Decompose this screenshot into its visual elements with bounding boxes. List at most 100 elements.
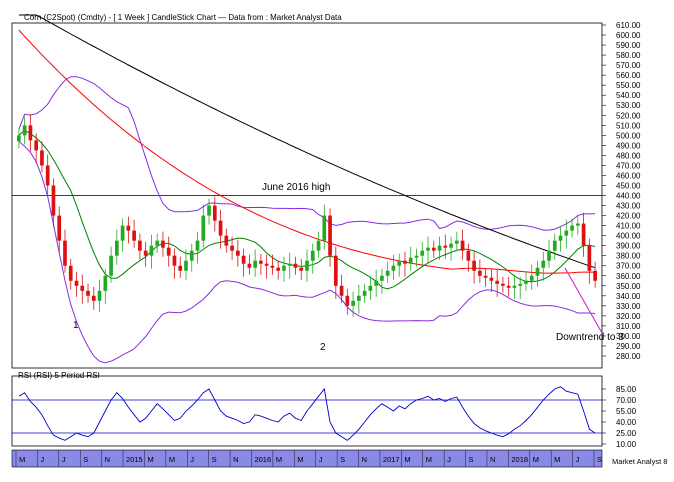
candle-body: [28, 125, 33, 141]
candle-body: [264, 263, 269, 266]
y-tick-label: 380.00: [616, 252, 641, 261]
x-tick-label: N: [233, 455, 238, 464]
rsi-line: [18, 386, 596, 441]
x-tick-label: S: [212, 455, 217, 464]
candle-body: [351, 300, 355, 306]
x-tick-label: S: [469, 455, 474, 464]
y-tick-label: 560.00: [616, 71, 641, 80]
x-tick-label: N: [362, 455, 367, 464]
candle-body: [138, 240, 142, 251]
x-tick-label: J: [576, 455, 580, 464]
bollinger-upper-band: [18, 76, 596, 231]
candle-body: [143, 250, 148, 256]
x-tick-label: S: [597, 455, 602, 464]
candle-body: [380, 275, 384, 281]
candle-body: [403, 260, 407, 264]
rsi-tick-label: 10.00: [616, 440, 637, 449]
rsi-tick-label: 25.00: [616, 429, 637, 438]
candle-body: [201, 215, 206, 241]
candle-body: [483, 275, 488, 278]
candle-body: [218, 220, 223, 236]
annotation-downtrend-to-3: Downtrend to 3: [556, 332, 624, 343]
candle-body: [454, 240, 459, 244]
candle-body: [247, 263, 252, 268]
candle-body: [91, 295, 96, 301]
y-tick-label: 550.00: [616, 81, 641, 90]
x-tick-label: 2015: [126, 455, 143, 464]
x-tick-label: M: [276, 455, 282, 464]
candle-body: [132, 230, 136, 241]
x-tick-label: M: [554, 455, 560, 464]
moving-average-long: [18, 14, 596, 269]
candle-body: [155, 240, 160, 246]
annotation-wave-1: 1: [73, 320, 79, 331]
candle-body: [293, 263, 298, 268]
rsi-tick-label: 55.00: [616, 407, 637, 416]
candle-body: [558, 235, 563, 241]
candle-body: [385, 270, 390, 276]
candle-body: [501, 283, 505, 286]
candle-body: [587, 245, 592, 271]
candle-body: [437, 245, 442, 251]
y-tick-label: 580.00: [616, 51, 641, 60]
x-tick-label: M: [147, 455, 153, 464]
y-tick-label: 470.00: [616, 161, 641, 170]
candle-body: [547, 250, 551, 261]
candle-body: [518, 283, 523, 286]
x-tick-label: M: [19, 455, 25, 464]
x-tick-label: N: [490, 455, 495, 464]
candle-body: [449, 243, 453, 248]
candle-body: [357, 295, 361, 301]
candle-body: [34, 140, 39, 151]
x-tick-label: 2016: [254, 455, 271, 464]
candle-body: [564, 230, 569, 236]
y-tick-label: 410.00: [616, 222, 641, 231]
y-tick-label: 510.00: [616, 121, 641, 130]
y-tick-label: 310.00: [616, 322, 641, 331]
candle-body: [478, 270, 482, 276]
candle-body: [45, 165, 50, 186]
candle-body: [414, 255, 419, 258]
candle-body: [466, 250, 471, 261]
candle-body: [126, 225, 131, 231]
y-tick-label: 440.00: [616, 192, 641, 201]
candle-body: [68, 265, 73, 281]
candle-body: [166, 247, 171, 256]
x-tick-label: J: [62, 455, 66, 464]
x-tick-label: M: [297, 455, 303, 464]
y-tick-label: 450.00: [616, 181, 641, 190]
y-tick-label: 490.00: [616, 141, 641, 150]
candle-body: [17, 135, 21, 142]
candle-body: [374, 280, 378, 286]
y-tick-label: 400.00: [616, 232, 641, 241]
candle-body: [535, 267, 540, 276]
candle-body: [184, 260, 188, 271]
candle-body: [189, 250, 194, 261]
annotation-wave-2: 2: [320, 342, 326, 353]
candle-body: [259, 260, 263, 264]
x-tick-label: M: [169, 455, 175, 464]
x-tick-label: N: [105, 455, 110, 464]
candle-body: [472, 260, 476, 271]
candle-body: [310, 250, 315, 261]
candle-body: [57, 215, 62, 241]
candle-body: [299, 267, 304, 271]
y-tick-label: 420.00: [616, 212, 641, 221]
chart-header-title: Corn (C2Spot) (Cmdty) - [ 1 Week ] Candl…: [24, 13, 342, 22]
candle-body: [524, 280, 528, 284]
candle-body: [391, 265, 396, 271]
y-tick-label: 290.00: [616, 342, 641, 351]
y-tick-label: 320.00: [616, 312, 641, 321]
candle-body: [408, 257, 413, 264]
candle-body: [322, 215, 327, 241]
candle-body: [97, 290, 102, 301]
candle-body: [541, 260, 546, 268]
y-tick-label: 370.00: [616, 262, 641, 271]
x-tick-label: J: [190, 455, 194, 464]
x-tick-label: M: [426, 455, 432, 464]
candle-body: [282, 265, 286, 271]
candle-body: [114, 240, 119, 256]
x-tick-label: M: [404, 455, 410, 464]
rsi-panel-label: RSI (RSI) 5 Period RSI: [18, 371, 100, 380]
